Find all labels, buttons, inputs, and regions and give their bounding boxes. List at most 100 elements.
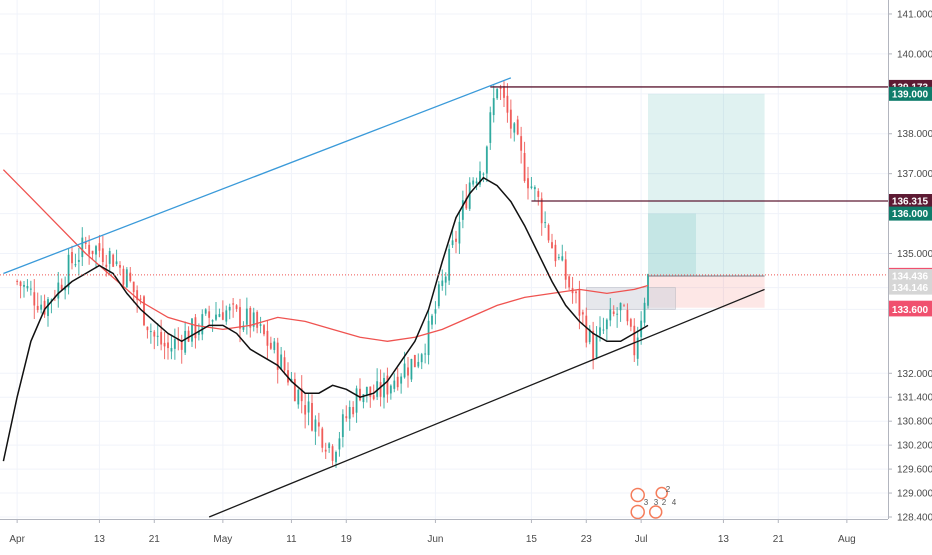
candle-body — [533, 187, 536, 190]
candle-body — [283, 357, 286, 371]
event-circle — [655, 486, 668, 500]
candle-body — [530, 186, 533, 189]
candle-body — [187, 330, 190, 342]
candle-body — [619, 302, 622, 311]
candle-body — [84, 241, 87, 245]
candle-body — [307, 401, 310, 413]
candle-body — [564, 259, 567, 280]
candle-body — [33, 292, 36, 306]
candle-body — [197, 331, 200, 335]
candle-body — [91, 250, 94, 255]
candle-body — [379, 382, 382, 397]
candle-body — [290, 378, 293, 382]
x-axis[interactable]: Apr 13 21 May 11 19 Jun 15 23 Jul 13 21 Aug — [9, 519, 856, 545]
candle-body — [67, 254, 70, 288]
candle-body — [389, 385, 392, 394]
candle-body — [88, 244, 91, 255]
candle-body — [427, 320, 430, 356]
candle-body — [132, 281, 135, 293]
candle-body — [647, 274, 649, 306]
candle-body — [249, 307, 252, 328]
candle-body — [105, 264, 108, 267]
candle-body — [338, 438, 341, 450]
candle-body — [383, 377, 385, 398]
candle-body — [496, 88, 499, 99]
candle-body — [60, 284, 63, 290]
event-marks: 23 3 2 4 — [630, 485, 677, 520]
candle-body — [407, 367, 409, 376]
event-circle — [648, 505, 663, 519]
x-tick-label: 21 — [773, 534, 785, 545]
candle-body — [547, 225, 550, 241]
candle-body — [139, 298, 142, 300]
candle-body — [352, 407, 355, 415]
y-tick-label: 137.000 — [897, 169, 932, 180]
candle-body — [431, 315, 433, 325]
y-tick-label: 128.400 — [897, 513, 932, 524]
x-tick-label: 19 — [341, 534, 353, 545]
y-tick-label: 132.000 — [897, 369, 932, 380]
y-tick-label: 129.000 — [897, 489, 932, 500]
candle-body — [588, 329, 591, 343]
candle-body — [465, 197, 468, 209]
candle-body — [489, 112, 492, 143]
x-tick-label: 23 — [581, 534, 593, 545]
candle-body — [540, 198, 543, 224]
position-zones — [586, 93, 765, 310]
y-tick-label: 129.600 — [897, 465, 932, 476]
candle-body — [256, 311, 259, 328]
price-label-text: 134.146 — [892, 283, 929, 294]
candle-body — [115, 261, 118, 265]
price-label-badge — [889, 194, 932, 209]
candle-body — [194, 317, 197, 339]
y-tick-label: 138.000 — [897, 129, 932, 140]
candle-body — [228, 306, 231, 311]
candle-body — [503, 86, 505, 98]
candle-body — [482, 173, 485, 175]
candle-body — [413, 355, 416, 368]
price-label-badge — [889, 302, 932, 317]
candle-body — [328, 443, 331, 449]
candle-body — [341, 414, 344, 438]
y-tick-label: 130.800 — [897, 417, 932, 428]
candle-body — [40, 304, 43, 310]
inner-target-zone — [648, 213, 696, 277]
candle-body — [437, 284, 440, 307]
candle-body — [276, 342, 279, 370]
candle-body — [369, 386, 372, 397]
candle-body — [636, 337, 639, 359]
x-tick-label: 21 — [149, 534, 161, 545]
candle-body — [520, 136, 523, 151]
candle-body — [441, 280, 444, 286]
candle-body — [263, 325, 265, 335]
price-label-text: 133.600 — [892, 305, 929, 316]
candle-body — [345, 416, 348, 419]
candle-body — [451, 240, 454, 246]
price-label-badge — [889, 206, 932, 221]
candle-body — [348, 406, 351, 419]
candle-body — [26, 286, 29, 289]
candle-body — [242, 325, 245, 330]
candle-body — [492, 98, 495, 116]
candle-body — [424, 353, 427, 355]
candle-body — [19, 281, 22, 287]
event-circle — [630, 487, 645, 503]
candle-body — [191, 318, 193, 342]
candle-body — [479, 171, 481, 185]
y-tick-label: 135.000 — [897, 249, 932, 260]
candle-body — [314, 419, 317, 432]
candle-body — [595, 335, 598, 358]
candle-body — [506, 95, 509, 113]
price-label-text: 139.000 — [892, 89, 929, 100]
candle-body — [180, 341, 183, 350]
candle-body — [602, 329, 605, 331]
candle-body — [551, 242, 553, 249]
candle-body — [239, 307, 241, 329]
x-tick-label: Jun — [427, 534, 443, 545]
x-tick-label: Jul — [635, 534, 648, 545]
candle-body — [575, 291, 577, 294]
candle-body — [516, 119, 519, 135]
candle-body — [372, 395, 375, 400]
moving-average-long — [2, 169, 649, 342]
